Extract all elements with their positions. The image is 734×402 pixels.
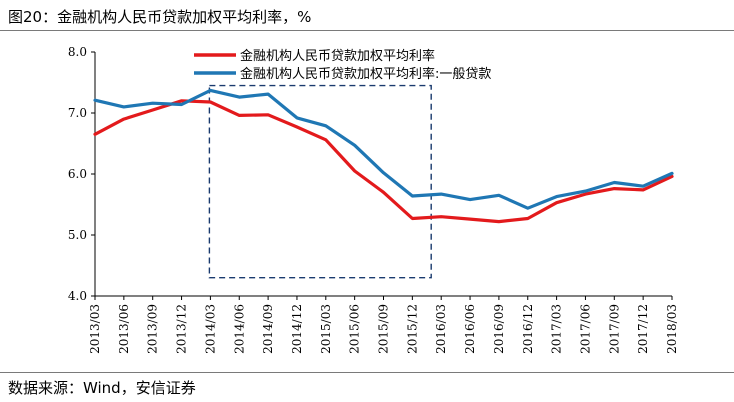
- x-tick-label: 2013/03: [88, 304, 102, 354]
- source-divider: [0, 372, 734, 373]
- y-tick-label: 8.0: [68, 45, 87, 59]
- y-tick-label: 6.0: [68, 167, 87, 181]
- legend-label-1: 金融机构人民币贷款加权平均利率: [240, 48, 435, 64]
- x-tick-label: 2013/12: [175, 304, 189, 354]
- x-tick-label: 2017/09: [607, 304, 621, 354]
- x-tick-label: 2015/03: [319, 304, 333, 354]
- x-tick-label: 2014/09: [261, 304, 275, 354]
- figure-title: 图20：金融机构人民币贷款加权平均利率，%: [8, 8, 312, 26]
- x-tick-label: 2015/09: [377, 304, 391, 354]
- x-tick-label: 2016/12: [521, 304, 535, 354]
- y-tick-label: 5.0: [68, 228, 87, 242]
- x-tick-label: 2017/06: [578, 304, 592, 354]
- source-note: 数据来源：Wind，安信证券: [8, 379, 196, 397]
- y-tick-label: 4.0: [68, 289, 87, 303]
- x-tick-label: 2016/06: [463, 304, 477, 354]
- highlight-box: [208, 84, 432, 279]
- series-line-1: [93, 99, 674, 224]
- legend-label-2: 金融机构人民币贷款加权平均利率:一般贷款: [240, 66, 491, 82]
- x-tick-label: 2014/03: [203, 304, 217, 354]
- x-tick-label: 2017/03: [550, 304, 564, 354]
- x-tick-label: 2013/06: [117, 304, 131, 354]
- x-tick-label: 2013/09: [146, 304, 160, 354]
- x-tick-label: 2014/06: [232, 304, 246, 354]
- x-tick-label: 2017/12: [636, 304, 650, 354]
- x-tick-label: 2015/06: [348, 304, 362, 354]
- x-tick-label: 2018/03: [665, 304, 679, 354]
- title-divider: [0, 30, 734, 31]
- x-tick-label: 2016/03: [434, 304, 448, 354]
- series-line-2: [93, 88, 674, 210]
- x-tick-label: 2016/09: [492, 304, 506, 354]
- y-tick-label: 7.0: [68, 106, 87, 120]
- x-tick-label: 2014/12: [290, 304, 304, 354]
- x-tick-label: 2015/12: [405, 304, 419, 354]
